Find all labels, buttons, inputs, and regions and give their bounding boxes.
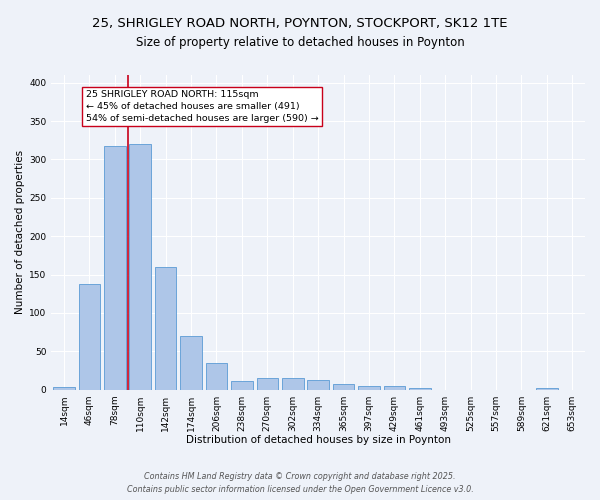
Bar [206, 362, 227, 390]
Bar [53, 386, 75, 390]
Bar [536, 388, 557, 390]
Text: 25, SHRIGLEY ROAD NORTH, POYNTON, STOCKPORT, SK12 1TE: 25, SHRIGLEY ROAD NORTH, POYNTON, STOCKP… [92, 18, 508, 30]
Bar [383, 386, 405, 390]
Bar [79, 284, 100, 390]
Bar [130, 144, 151, 390]
Bar [104, 146, 125, 390]
Bar [231, 381, 253, 390]
X-axis label: Distribution of detached houses by size in Poynton: Distribution of detached houses by size … [185, 435, 451, 445]
Y-axis label: Number of detached properties: Number of detached properties [15, 150, 25, 314]
Bar [358, 386, 380, 390]
Text: 25 SHRIGLEY ROAD NORTH: 115sqm
← 45% of detached houses are smaller (491)
54% of: 25 SHRIGLEY ROAD NORTH: 115sqm ← 45% of … [86, 90, 319, 123]
Bar [257, 378, 278, 390]
Bar [282, 378, 304, 390]
Bar [333, 384, 355, 390]
Bar [409, 388, 431, 390]
Text: Contains HM Land Registry data © Crown copyright and database right 2025.
Contai: Contains HM Land Registry data © Crown c… [127, 472, 473, 494]
Bar [180, 336, 202, 390]
Bar [155, 267, 176, 390]
Bar [307, 380, 329, 390]
Text: Size of property relative to detached houses in Poynton: Size of property relative to detached ho… [136, 36, 464, 49]
